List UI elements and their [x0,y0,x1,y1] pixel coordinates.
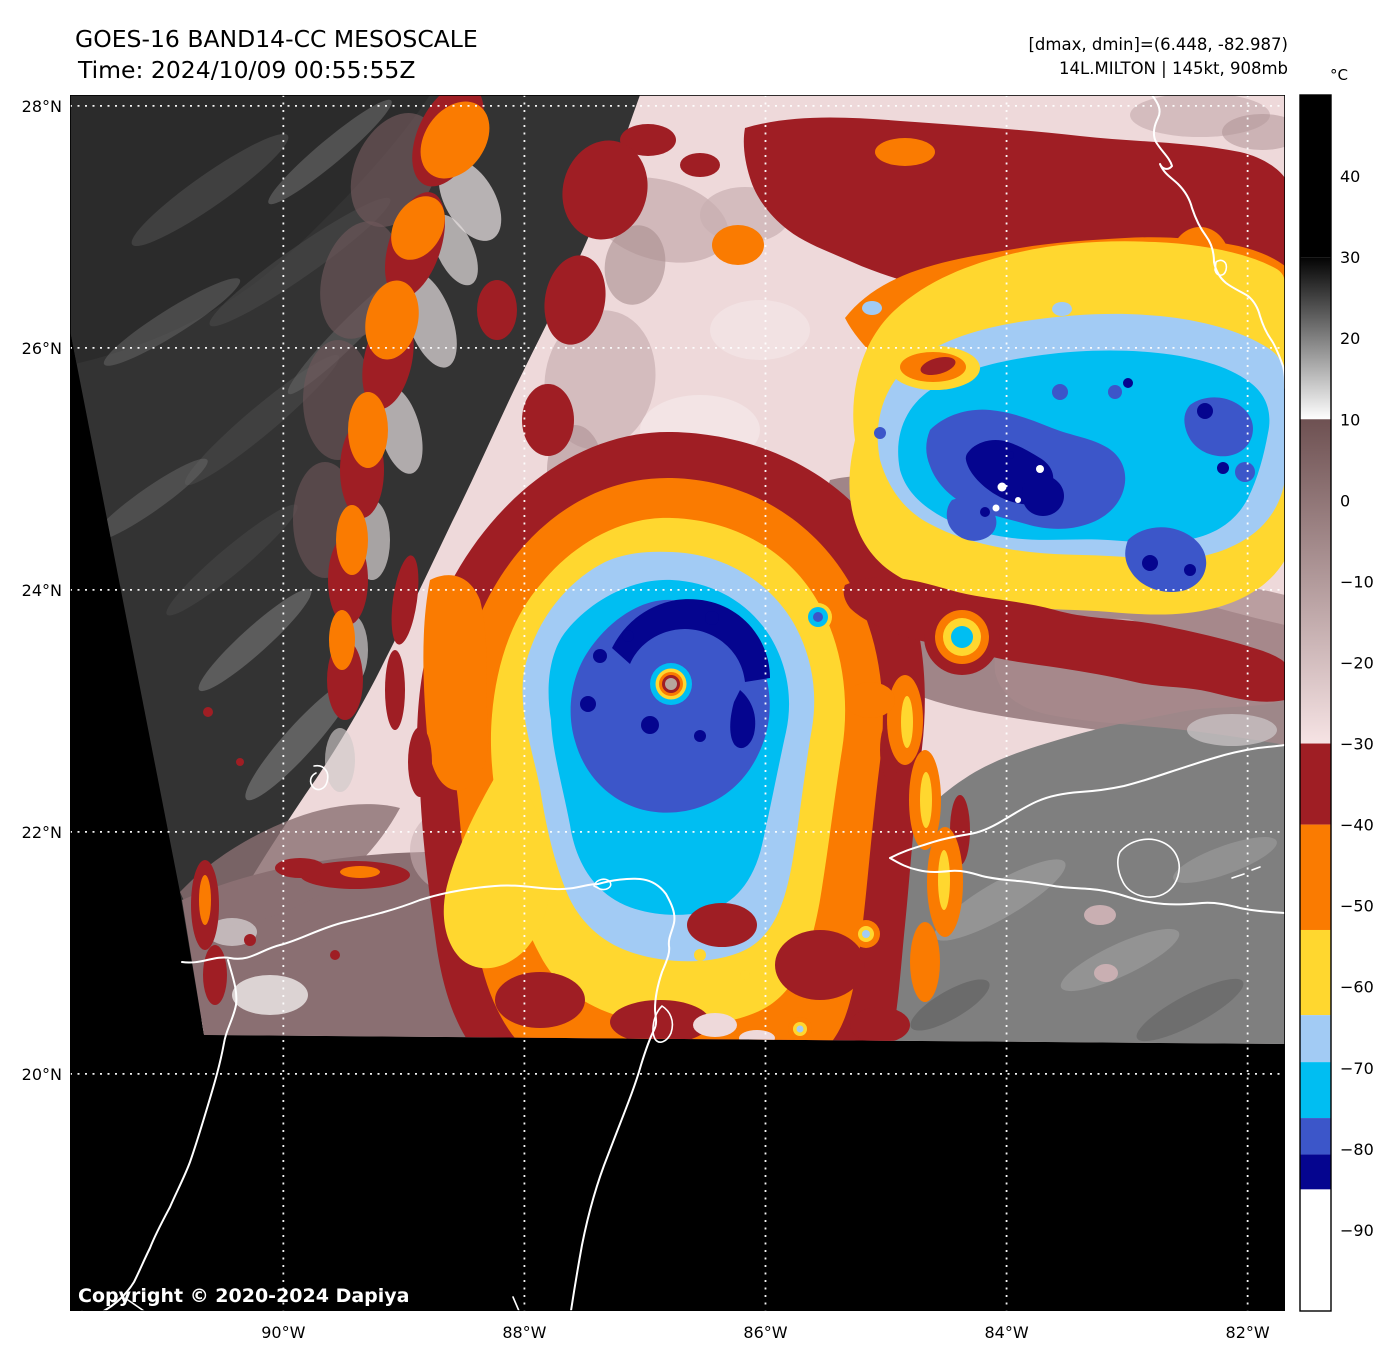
colorbar-tick-label: −50 [1340,897,1374,916]
lat-axis-label: 26°N [22,339,62,358]
lon-axis-label: 88°W [502,1323,546,1342]
campeche-coastline [101,959,238,1311]
colorbar-tick-label: −30 [1340,735,1374,754]
northeast-convective-mass [849,241,1285,615]
yucatan-coastline [181,877,676,1311]
colorbar-segment [1300,743,1331,825]
belize-islets [512,1296,520,1311]
florida-coastline [1151,95,1285,389]
isla-juventud [1117,838,1180,898]
copyright-text: Copyright © 2020-2024 Dapiya [78,1285,409,1307]
latlon-gridlines [70,95,1285,1311]
lon-axis-label: 90°W [261,1323,305,1342]
small-convective-cells [788,599,1000,1041]
header: GOES-16 BAND14-CC MESOSCALE Time: 2024/1… [75,25,1288,84]
imagery-sector [70,95,1285,1044]
cuba-keys [1231,866,1261,879]
storm-info-label: 14L.MILTON | 145kt, 908mb [1059,59,1288,78]
colorbar-tick-label: −90 [1340,1221,1374,1240]
cozumel-island [652,1005,674,1043]
colorbar-tick-label: −40 [1340,816,1374,835]
colorbar-segment [1300,257,1331,420]
detail-patches [385,555,1118,1044]
lon-axis-label: 86°W [743,1323,787,1342]
colorbar-border [1299,94,1332,1312]
lat-axis-label: 20°N [22,1065,62,1084]
colorbar-segment [1300,1015,1331,1063]
gray-cloud-streaks [92,99,417,801]
colorbar-tick-label: −80 [1340,1140,1374,1159]
colorbar-tick-label: −20 [1340,653,1374,672]
colorbar-segment [1300,1154,1331,1190]
cuba-south-coastline [889,857,1285,914]
colorbar-tick-label: 30 [1340,248,1360,267]
lat-axis-label: 22°N [22,823,62,842]
colorbar-segment [1300,1189,1331,1311]
colorbar-unit-label: °C [1330,66,1348,84]
lon-axis-label: 82°W [1226,1323,1270,1342]
axis-labels: 28°N 26°N 24°N 22°N 20°N 90°W 88°W 86°W 84°W 82°W [22,97,1270,1342]
hurricane-eye [650,663,692,705]
colorbar-segment [1300,824,1331,930]
colorbar: 40 30 20 10 0 −10 −20 −30 −40 −50 −60 −70 −80 −90 °C [1299,66,1374,1312]
hurricane-milton [417,431,925,1044]
north-yucatan-lagoon [593,878,612,891]
colorbar-tick-label: 20 [1340,329,1360,348]
hurricane-navy-core [580,599,770,749]
colorbar-tick-label: −10 [1340,572,1374,591]
plot-timestamp: Time: 2024/10/09 00:55:55Z [77,56,415,84]
lon-axis-label: 84°W [984,1323,1028,1342]
lat-axis-label: 24°N [22,581,62,600]
dmax-dmin-label: [dmax, dmin]=(6.448, -82.987) [1029,35,1289,54]
alacranes-reef [309,764,329,791]
colorbar-segment [1300,95,1331,258]
overshooting-tops [992,465,1044,512]
colorbar-tick-label: −70 [1340,1059,1374,1078]
charlotte-harbor [1214,259,1228,277]
lat-axis-label: 28°N [22,97,62,116]
plot-title: GOES-16 BAND14-CC MESOSCALE [75,25,478,53]
colorbar-tick-label: −60 [1340,978,1374,997]
cuba-north-coastline [889,744,1285,859]
colorbar-segment [1300,419,1331,744]
colorbar-segment [1300,1062,1331,1119]
colorbar-tick-label: 10 [1340,410,1360,429]
map-area: Copyright © 2020-2024 Dapiya [70,95,1285,1311]
colorbar-tick-label: 0 [1340,491,1350,510]
coastlines [79,95,1285,1311]
colorbar-segment [1300,1118,1331,1155]
colorbar-tick-labels: 40 30 20 10 0 −10 −20 −30 −40 −50 −60 −70 −80 −90 [1340,167,1374,1240]
terminos-islets [79,1299,145,1311]
colorbar-segment [1300,929,1331,1016]
colorbar-tick-label: 40 [1340,167,1360,186]
